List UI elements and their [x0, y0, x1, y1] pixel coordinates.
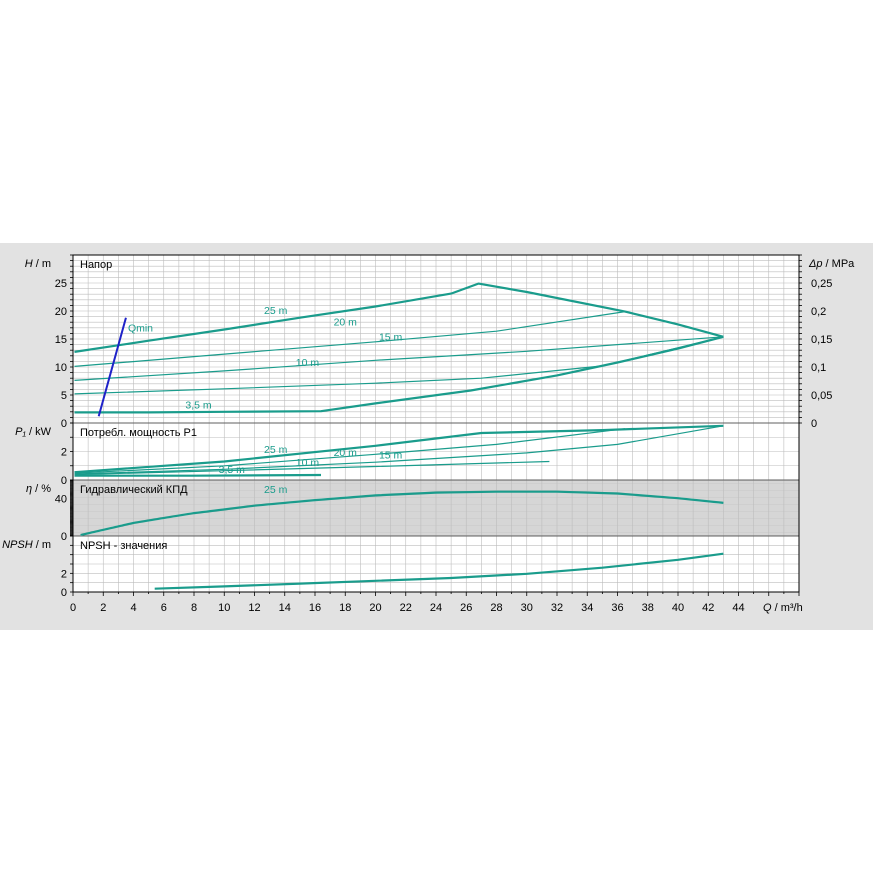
y-axis-label: η / % — [26, 483, 51, 495]
x-tick-label: 2 — [100, 602, 106, 614]
x-tick-label: 40 — [672, 602, 684, 614]
y-tick-label: 15 — [55, 334, 67, 346]
y-axis-var: NPSH — [2, 539, 33, 551]
x-tick-label: 38 — [642, 602, 654, 614]
y-tick-label: 0 — [61, 531, 67, 543]
y-axis-var: H — [25, 258, 33, 270]
x-tick-label: 8 — [191, 602, 197, 614]
x-tick-label: 28 — [490, 602, 502, 614]
x-tick-label: 30 — [521, 602, 533, 614]
y-tick-label: 0 — [61, 475, 67, 487]
right-tick-label: 0,1 — [811, 362, 826, 374]
series-line — [80, 490, 724, 537]
y-axis-unit: / % — [32, 483, 51, 495]
x-tick-label: 36 — [611, 602, 623, 614]
x-tick-label: 6 — [161, 602, 167, 614]
series-label: 20 m — [334, 317, 358, 329]
series-line — [74, 428, 626, 474]
x-tick-label: 12 — [248, 602, 260, 614]
y-tick-label: 20 — [55, 306, 67, 318]
series-line — [74, 335, 724, 414]
y-axis-label: NPSH / m — [2, 539, 51, 551]
series-label: 25 m — [264, 444, 288, 456]
panel-title: NPSH - значения — [80, 540, 167, 552]
series-line — [74, 336, 724, 381]
x-tick-label: 24 — [430, 602, 442, 614]
y-tick-label: 2 — [61, 447, 67, 459]
series-label: 3,5 m — [185, 399, 212, 411]
y-tick-label: 0 — [61, 418, 67, 430]
y-axis-var: η — [26, 483, 32, 495]
series-label: 25 m — [264, 305, 288, 317]
panel-title: Потребл. мощность P1 — [80, 427, 197, 439]
right-axis-unit: / MPa — [823, 258, 856, 270]
series-label: 15 m — [379, 332, 403, 344]
y-tick-label: 5 — [61, 390, 67, 402]
y-axis-unit: / m — [33, 258, 51, 270]
right-tick-label: 0,15 — [811, 334, 832, 346]
x-tick-label: 22 — [400, 602, 412, 614]
x-tick-label: 16 — [309, 602, 321, 614]
series-label: 25 m — [264, 484, 288, 496]
x-tick-label: 44 — [732, 602, 744, 614]
x-tick-label: 26 — [460, 602, 472, 614]
x-tick-label: 4 — [130, 602, 136, 614]
chart-panel: 0 5 10 15 20 25 0 0,05 0,1 0,15 0,2 0,25 Δp / MPa H /… — [0, 243, 873, 630]
x-tick-label: 18 — [339, 602, 351, 614]
x-tick-label: 14 — [279, 602, 291, 614]
panel-title: Напор — [80, 259, 112, 271]
x-axis-unit: / m³/h — [772, 602, 803, 614]
right-tick-label: 0,25 — [811, 278, 832, 290]
right-axis-label: Δp / MPa — [808, 258, 855, 270]
plot-border — [72, 254, 800, 593]
x-tick-label: 0 — [70, 602, 76, 614]
series-line — [74, 282, 724, 353]
panel-title: Гидравлический КПД — [80, 484, 188, 496]
series-line — [74, 425, 724, 475]
series-line — [74, 311, 626, 367]
x-tick-label: 42 — [702, 602, 714, 614]
y-tick-label: 2 — [61, 568, 67, 580]
y-axis-unit: / kW — [26, 426, 52, 438]
series-line — [74, 460, 550, 476]
y-axis-unit: / m — [33, 539, 51, 551]
y-tick-label: 10 — [55, 362, 67, 374]
series-line — [154, 552, 724, 590]
series-label: 10 m — [296, 357, 320, 369]
right-tick-label: 0 — [811, 418, 817, 430]
x-tick-label: 32 — [551, 602, 563, 614]
y-tick-label: 0 — [61, 587, 67, 599]
y-axis-var: P₁ — [15, 426, 26, 438]
right-tick-label: 0,05 — [811, 390, 832, 402]
x-axis-var: Q — [763, 602, 772, 614]
right-axis-var: Δp — [808, 258, 823, 270]
x-tick-label: 34 — [581, 602, 593, 614]
x-tick-label: 20 — [369, 602, 381, 614]
series-label: 10 m — [296, 457, 320, 469]
y-axis-label: P₁ / kW — [15, 426, 51, 438]
x-tick-label: 10 — [218, 602, 230, 614]
qmin-label: Qmin — [128, 323, 153, 335]
right-tick-label: 0,2 — [811, 306, 826, 318]
series-label: 20 m — [334, 447, 358, 459]
series-line — [74, 473, 322, 477]
y-tick-label: 40 — [55, 494, 67, 506]
series-label: 3,5 m — [219, 464, 246, 476]
series-label: 15 m — [379, 450, 403, 462]
qmin-line — [97, 317, 127, 417]
x-axis-label: Q / m³/h — [763, 602, 803, 614]
y-tick-label: 25 — [55, 278, 67, 290]
y-axis-label: H / m — [25, 258, 51, 270]
